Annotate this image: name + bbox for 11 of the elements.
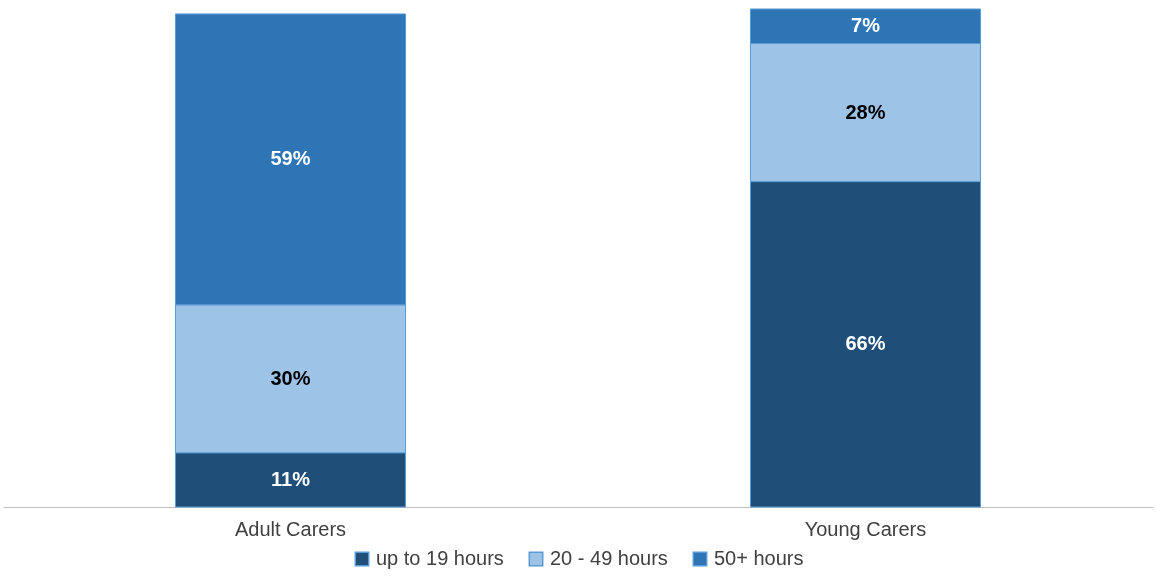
- data-label: 7%: [851, 14, 881, 37]
- data-label: 28%: [845, 100, 886, 123]
- x-tick-label: Adult Carers: [234, 517, 347, 540]
- data-label: 59%: [270, 147, 311, 170]
- data-label: 11%: [271, 467, 311, 490]
- legend-label: 20 - 49 hours: [550, 547, 668, 569]
- legend-label: 50+ hours: [714, 547, 804, 569]
- data-label: 30%: [270, 366, 311, 389]
- data-label: 66%: [845, 332, 886, 355]
- x-tick-label: Young Carers: [804, 517, 927, 540]
- legend-label: up to 19 hours: [376, 547, 504, 569]
